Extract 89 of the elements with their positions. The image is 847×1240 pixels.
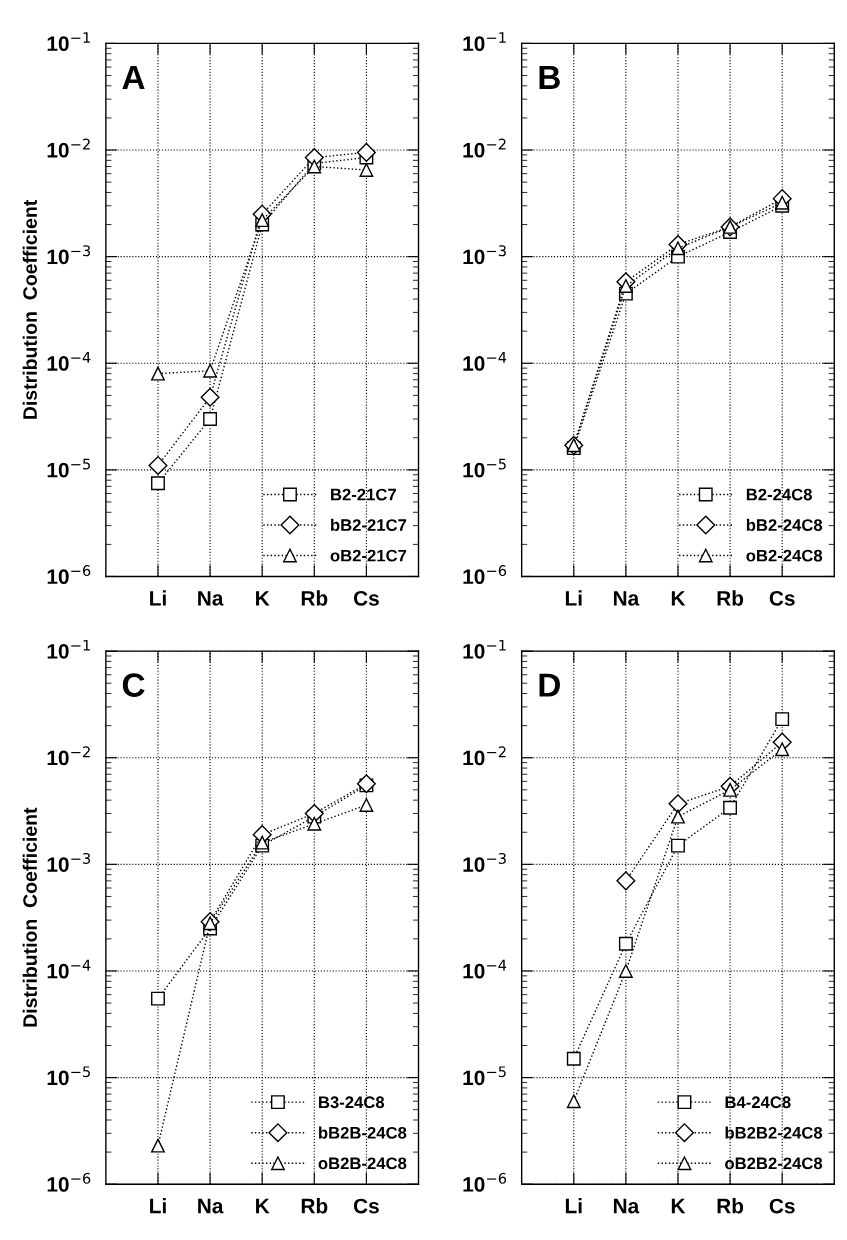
point bbox=[671, 838, 685, 853]
point bbox=[203, 412, 218, 426]
y-tick-label: 10$^{−3}$ bbox=[463, 245, 506, 265]
point bbox=[151, 1138, 165, 1153]
y-axis-title: Distribution Coefficient bbox=[22, 199, 37, 419]
point bbox=[618, 279, 633, 293]
y-tick-label: 10$^{−2}$ bbox=[463, 138, 506, 158]
y-tick-label: 10$^{−6}$ bbox=[463, 1172, 507, 1192]
x-tick-label: K bbox=[256, 1198, 270, 1214]
legend-label: oB2B2-24C8 bbox=[725, 1157, 823, 1170]
y-tick-label: 10$^{−5}$ bbox=[463, 458, 506, 478]
point bbox=[148, 455, 168, 475]
y-tick-label: 10$^{−1}$ bbox=[463, 32, 506, 52]
point bbox=[151, 476, 165, 491]
point bbox=[151, 991, 165, 1006]
y-tick-label: 10$^{−4}$ bbox=[463, 959, 507, 979]
point bbox=[566, 1051, 581, 1066]
point bbox=[723, 800, 738, 815]
legend-label: oB2B-24C8 bbox=[318, 1157, 407, 1170]
text: D bbox=[539, 673, 560, 697]
legend-label: B2-24C8 bbox=[746, 488, 812, 501]
legend-label: bB2-21C7 bbox=[331, 518, 407, 531]
point bbox=[618, 936, 633, 951]
x-tick-label: Li bbox=[565, 590, 582, 606]
x-tick-label: K bbox=[671, 591, 686, 606]
x-tick-label: K bbox=[256, 591, 270, 606]
point bbox=[255, 213, 270, 228]
point bbox=[307, 816, 322, 831]
y-tick-label: 10$^{−3}$ bbox=[463, 852, 506, 872]
y-tick-label: 10$^{−5}$ bbox=[47, 458, 90, 478]
x-tick-label: Na bbox=[613, 591, 640, 606]
x-tick-label: Rb bbox=[301, 1198, 328, 1214]
text: A bbox=[122, 65, 145, 89]
y-tick-label: 10$^{−2}$ bbox=[47, 746, 90, 766]
y-tick-label: 10$^{−3}$ bbox=[47, 852, 91, 872]
point bbox=[618, 964, 633, 978]
y-tick-label: 10$^{−5}$ bbox=[47, 1066, 90, 1086]
y-tick-label: 10$^{−4}$ bbox=[47, 352, 91, 371]
point bbox=[359, 163, 374, 177]
y-tick-label: 10$^{−2}$ bbox=[463, 746, 506, 766]
x-tick-label: Cs bbox=[353, 590, 379, 606]
x-tick-label: Rb bbox=[717, 1198, 744, 1214]
x-tick-label: Li bbox=[150, 1198, 166, 1214]
point bbox=[151, 366, 165, 381]
x-tick-label: Cs bbox=[769, 1198, 795, 1214]
point bbox=[616, 871, 636, 891]
x-tick-label: Cs bbox=[769, 590, 795, 606]
y-tick-label: 10$^{−3}$ bbox=[47, 245, 91, 265]
x-tick-label: Na bbox=[198, 591, 224, 606]
text: B bbox=[539, 65, 560, 89]
point bbox=[775, 742, 790, 757]
point bbox=[668, 794, 688, 814]
y-tick-label: 10$^{−4}$ bbox=[463, 352, 507, 371]
y-tick-label: 10$^{−4}$ bbox=[47, 959, 91, 979]
legend-label: oB2-21C7 bbox=[330, 549, 407, 562]
y-tick-label: 10$^{−1}$ bbox=[47, 639, 90, 659]
point bbox=[304, 803, 324, 824]
y-axis-title: Distribution Coefficient bbox=[22, 807, 37, 1027]
point bbox=[671, 241, 685, 256]
legend-label: B2-21C7 bbox=[331, 488, 396, 501]
legend-label: bB2B-24C8 bbox=[319, 1126, 407, 1139]
legend-label: bB2B2-24C8 bbox=[725, 1126, 823, 1139]
y-tick-label: 10$^{−1}$ bbox=[47, 32, 90, 52]
y-tick-label: 10$^{−6}$ bbox=[47, 1172, 91, 1192]
y-tick-label: 10$^{−6}$ bbox=[463, 565, 507, 585]
y-tick-label: 10$^{−5}$ bbox=[463, 1066, 506, 1086]
point bbox=[359, 798, 374, 812]
legend-label: bB2-24C8 bbox=[746, 518, 823, 531]
legend-label: B3-24C8 bbox=[319, 1096, 385, 1109]
point bbox=[203, 363, 218, 378]
x-tick-label: Li bbox=[150, 590, 166, 606]
point bbox=[775, 712, 790, 727]
x-tick-label: Rb bbox=[301, 590, 328, 606]
point bbox=[200, 387, 220, 407]
point bbox=[356, 142, 376, 162]
x-tick-label: Rb bbox=[717, 590, 744, 606]
x-tick-label: Na bbox=[198, 1198, 224, 1214]
y-tick-label: 10$^{−2}$ bbox=[47, 138, 90, 158]
point bbox=[671, 809, 685, 824]
legend-label: B4-24C8 bbox=[725, 1096, 791, 1109]
point bbox=[566, 1094, 581, 1109]
x-tick-label: Cs bbox=[353, 1198, 379, 1214]
legend-label: oB2-24C8 bbox=[746, 549, 823, 562]
x-tick-label: Li bbox=[565, 1198, 582, 1214]
y-tick-label: 10$^{−6}$ bbox=[47, 565, 91, 585]
x-tick-label: Na bbox=[613, 1198, 640, 1214]
y-tick-label: 10$^{−1}$ bbox=[463, 639, 506, 659]
text: C bbox=[122, 673, 145, 697]
x-tick-label: K bbox=[671, 1198, 686, 1214]
